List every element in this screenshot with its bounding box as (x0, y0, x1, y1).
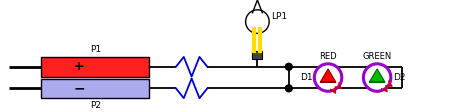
Circle shape (246, 10, 269, 33)
Text: −: − (73, 81, 85, 95)
Text: RED: RED (319, 52, 337, 61)
Text: GREEN: GREEN (363, 52, 392, 61)
Text: P1: P1 (90, 45, 101, 54)
Circle shape (285, 63, 292, 70)
Bar (41, 57, 149, 77)
Polygon shape (320, 69, 336, 82)
Text: D1: D1 (300, 73, 312, 82)
Circle shape (364, 64, 391, 91)
Text: P2: P2 (90, 101, 101, 110)
Circle shape (285, 85, 292, 92)
Bar (252, 51, 262, 59)
Text: LP1: LP1 (271, 12, 287, 21)
Text: D2: D2 (393, 73, 405, 82)
Circle shape (314, 64, 342, 91)
Text: +: + (74, 60, 85, 73)
Polygon shape (369, 69, 385, 82)
Bar (41, 79, 149, 98)
